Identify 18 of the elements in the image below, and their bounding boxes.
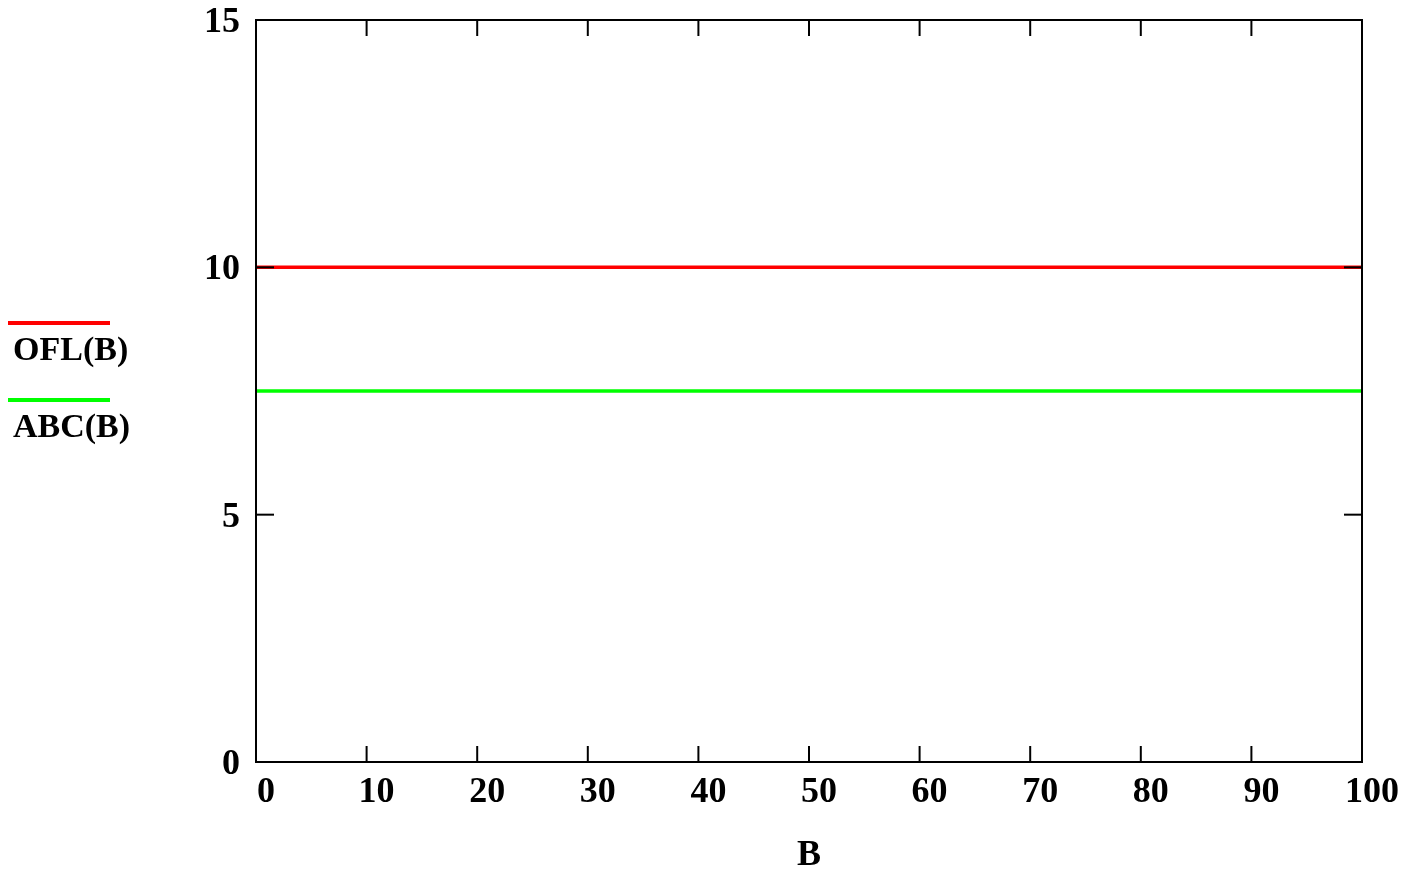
x-tick-label: 30: [579, 770, 616, 810]
legend-label: ABC(B): [13, 407, 131, 445]
y-tick-label: 15: [204, 0, 240, 40]
x-tick-label: 60: [911, 770, 948, 810]
y-tick-label: 5: [222, 494, 240, 535]
x-tick-label: 80: [1132, 770, 1169, 810]
x-tick-label: 50: [801, 770, 837, 810]
x-tick-label: 100: [1345, 770, 1399, 810]
x-axis-title: B: [796, 833, 822, 870]
y-tick-label: 10: [204, 247, 240, 288]
x-tick-label: 0: [257, 770, 275, 810]
y-tick-label: 0: [222, 742, 240, 782]
x-tick-label: 90: [1243, 770, 1280, 810]
x-tick-label: 20: [469, 770, 506, 810]
x-tick-label: 40: [690, 770, 727, 810]
x-tick-label: 10: [358, 770, 395, 810]
x-tick-label: 70: [1022, 770, 1059, 810]
legend-label: OFL(B): [13, 330, 129, 368]
